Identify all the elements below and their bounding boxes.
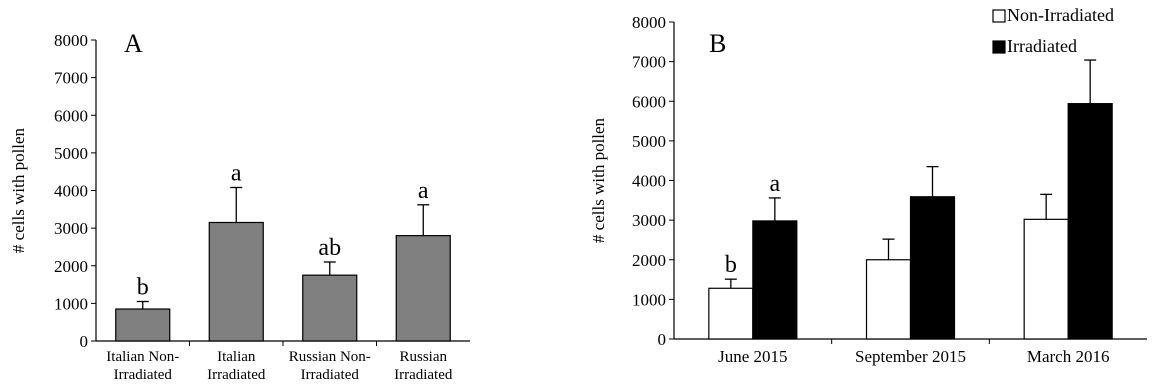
bar (208, 221, 264, 342)
x-tick-label-line: Italian (217, 349, 256, 365)
chart-panel-b: 0 1000 2000 3000 4000 5000 6000 7000 8000 # cells… (589, 5, 1147, 366)
bar (395, 235, 451, 342)
chart-panel-a: 0 1000 2000 3000 4000 5000 6000 7000 8000 # cells… (9, 29, 470, 383)
y-tick-label: 0 (658, 330, 667, 349)
y-axis-label: # cells with pollen (589, 117, 608, 243)
y-tick-label: 6000 (632, 92, 666, 111)
error-bar (417, 204, 430, 236)
bar (708, 287, 754, 340)
y-tick-label: 5000 (54, 144, 88, 163)
error-bar (230, 186, 243, 223)
y-tick-label: 1000 (632, 290, 666, 309)
x-tick-label: Russian Non- Irradiated (289, 349, 371, 383)
legend-label: Irradiated (1007, 36, 1077, 56)
x-tick-label-line: Irradiated (394, 367, 453, 383)
panel-label: B (709, 29, 726, 58)
error-bar (768, 197, 781, 221)
legend-swatch (992, 40, 1006, 54)
error-bar (882, 238, 895, 260)
bar (302, 274, 358, 342)
y-tick-label: 1000 (54, 294, 88, 313)
significance-letter: ab (318, 235, 341, 261)
significance-letter: a (418, 178, 429, 204)
y-tick-label: 3000 (54, 219, 88, 238)
significance-letter: a (770, 171, 781, 197)
error-bar (1040, 193, 1053, 220)
error-bar (724, 278, 737, 289)
x-tick-label-line: Irradiated (114, 367, 173, 383)
x-tick-label: June 2015 (718, 347, 787, 366)
y-tick-label: 6000 (54, 106, 88, 125)
significance-letter: b (137, 274, 149, 300)
panel-label: A (124, 29, 143, 58)
x-tick-label: Italian Irradiated (207, 349, 266, 383)
y-tick-label: 5000 (632, 132, 666, 151)
legend-swatch (992, 9, 1006, 23)
bar (1023, 218, 1069, 340)
y-tick-label: 7000 (632, 53, 666, 72)
bar (909, 196, 956, 340)
y-tick-label: 4000 (54, 182, 88, 201)
bar (115, 308, 171, 342)
y-tick-label: 8000 (54, 31, 88, 50)
y-tick-label: 3000 (632, 211, 666, 230)
bar (865, 259, 912, 340)
legend: Non-Irradiated Irradiated (992, 5, 1114, 56)
significance-letter: b (725, 252, 737, 278)
x-tick-label: Russian Irradiated (394, 349, 453, 383)
y-axis-label: # cells with pollen (9, 127, 28, 253)
x-tick-label-line: Russian (399, 349, 447, 365)
y-tick-label: 2000 (54, 257, 88, 276)
error-bar (1084, 59, 1097, 104)
x-tick-label-line: Irradiated (207, 367, 266, 383)
bar (752, 220, 798, 340)
y-tick-label: 7000 (54, 69, 88, 88)
error-bar (926, 165, 939, 197)
x-tick-label-line: Russian Non- (289, 349, 371, 365)
x-tick-label: September 2015 (855, 347, 966, 366)
bar (1067, 103, 1113, 340)
error-bar (136, 300, 149, 310)
error-bar (323, 261, 336, 276)
significance-letter: a (231, 160, 242, 186)
y-tick-label: 4000 (632, 172, 666, 191)
y-tick-label: 0 (80, 332, 89, 351)
x-tick-label: March 2016 (1027, 347, 1110, 366)
x-tick-label-line: Italian Non- (106, 349, 179, 365)
y-tick-label: 8000 (632, 13, 666, 32)
x-tick-label: Italian Non- Irradiated (106, 349, 179, 383)
y-tick-label: 2000 (632, 251, 666, 270)
legend-label: Non-Irradiated (1007, 5, 1114, 25)
x-tick-label-line: Irradiated (301, 367, 360, 383)
